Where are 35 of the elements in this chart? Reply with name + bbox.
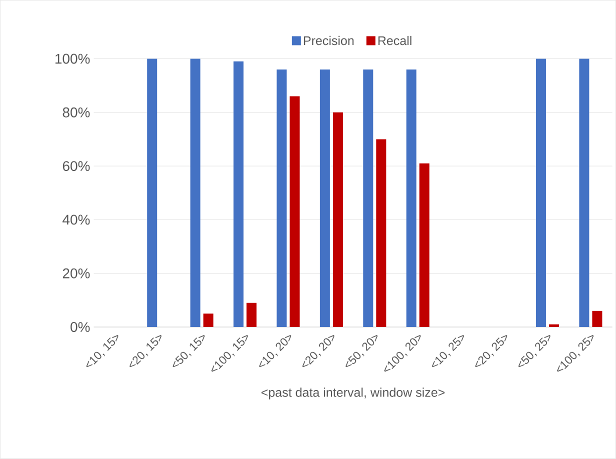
bar xyxy=(536,58,546,328)
bar xyxy=(190,58,200,328)
y-tick-label: 40% xyxy=(62,214,90,225)
bar xyxy=(579,58,590,328)
x-tick-label: <10, 25> xyxy=(432,335,464,368)
bar xyxy=(276,70,287,328)
bar xyxy=(406,70,416,328)
x-tick-label: <20, 15> xyxy=(129,335,162,368)
legend-label: Precision xyxy=(304,36,354,46)
y-tick-label: 80% xyxy=(62,108,90,118)
y-tick-label: 20% xyxy=(62,268,90,278)
y-tick-label: 100% xyxy=(55,54,90,64)
x-tick-label: <50, 25> xyxy=(518,335,550,368)
x-tick-label: <10, 15> xyxy=(86,335,118,368)
bar xyxy=(548,324,559,328)
bar xyxy=(419,163,430,328)
bar xyxy=(376,139,386,328)
x-axis-title: <past data interval, window size> xyxy=(262,388,445,400)
bar xyxy=(332,112,343,328)
y-tick-label: 60% xyxy=(62,161,90,172)
x-tick-label: <50, 15> xyxy=(172,335,205,368)
x-tick-label: <20, 25> xyxy=(475,335,508,368)
bar xyxy=(363,70,374,328)
legend-label: Recall xyxy=(378,36,412,46)
bar xyxy=(203,314,214,328)
bar xyxy=(290,96,300,328)
x-tick-label: <20, 20> xyxy=(302,335,334,368)
bar xyxy=(246,302,257,328)
x-tick-label: <10, 20> xyxy=(259,335,292,368)
x-tick-label: <50, 20> xyxy=(345,335,378,368)
bar xyxy=(234,62,244,328)
bar xyxy=(320,70,330,328)
bar xyxy=(147,58,158,328)
bar xyxy=(592,311,602,328)
y-tick-label: 0% xyxy=(70,322,90,332)
